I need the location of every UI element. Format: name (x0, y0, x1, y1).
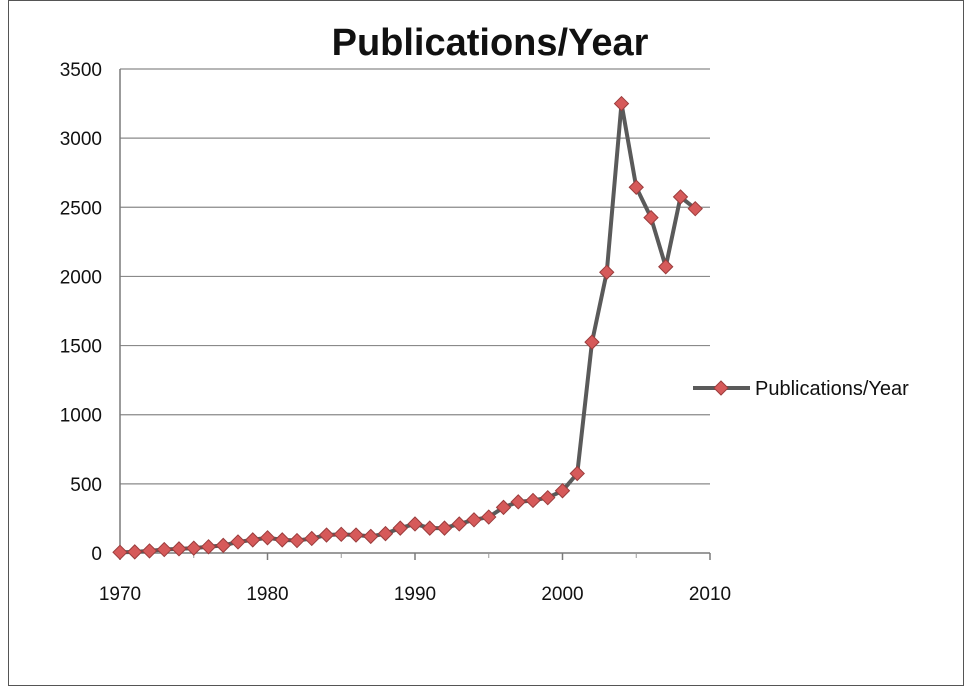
data-point-marker (658, 259, 674, 275)
data-point-marker (672, 189, 689, 205)
y-tick-labels: 0 500 1000 1500 2000 2500 3000 3500 (60, 60, 102, 565)
data-point-marker (215, 537, 231, 554)
data-point-marker (540, 489, 556, 506)
legend-marker (713, 380, 729, 396)
chart-title: Publications/Year (332, 22, 649, 64)
data-point-marker (495, 499, 512, 516)
x-tick-label: 1980 (246, 584, 288, 605)
series-line (119, 101, 697, 555)
data-point-marker (333, 526, 349, 543)
data-point-marker (274, 532, 290, 548)
data-point-marker (377, 525, 394, 542)
data-point-marker (127, 544, 143, 560)
data-point-marker (304, 530, 320, 547)
x-tick-label: 2000 (541, 584, 583, 605)
data-point-marker (613, 95, 630, 112)
data-point-marker (584, 334, 600, 350)
data-point-marker (687, 200, 703, 217)
y-tick-label: 1000 (60, 406, 102, 427)
x-tick-labels: 1970 1980 1990 2000 2010 (99, 584, 731, 605)
y-tick-label: 500 (70, 475, 102, 496)
x-tick-label: 2010 (689, 584, 731, 605)
data-point-marker (200, 539, 217, 555)
chart-frame (8, 0, 964, 686)
data-point-marker (643, 209, 659, 226)
data-point-marker (436, 520, 453, 536)
x-tick-label: 1990 (394, 584, 436, 605)
data-point-marker (186, 540, 202, 556)
axes (119, 69, 711, 560)
x-tick-label: 1970 (99, 584, 141, 605)
data-point-marker (171, 541, 187, 557)
data-point-marker (628, 179, 644, 195)
data-point-marker (481, 509, 497, 525)
y-tick-label: 1500 (60, 337, 102, 358)
data-point-marker (259, 530, 276, 546)
y-tick-label: 0 (91, 544, 102, 565)
gridlines (120, 68, 710, 485)
data-point-marker (451, 516, 467, 532)
data-point-marker (407, 516, 423, 532)
data-point-marker (392, 520, 408, 536)
legend: Publications/Year (693, 378, 909, 400)
data-point-marker (230, 534, 246, 550)
data-point-marker (348, 527, 364, 543)
data-point-marker (245, 532, 261, 548)
y-tick-label: 3000 (60, 129, 102, 150)
data-point-marker (510, 494, 526, 510)
y-tick-label: 2000 (60, 267, 102, 288)
data-point-marker (422, 520, 438, 536)
data-point-marker (466, 512, 482, 528)
data-point-marker (141, 543, 158, 559)
data-point-marker (599, 264, 615, 280)
y-tick-label: 2500 (60, 198, 102, 219)
data-point-marker (525, 492, 541, 509)
data-point-marker (569, 465, 585, 482)
data-point-marker (112, 544, 128, 561)
y-tick-label: 3500 (60, 60, 102, 81)
data-point-marker (363, 528, 379, 545)
data-point-marker (156, 541, 172, 558)
series-publications (112, 95, 703, 561)
data-point-marker (318, 527, 335, 543)
data-point-marker (289, 532, 305, 549)
legend-label: Publications/Year (755, 378, 909, 400)
data-point-marker (554, 483, 571, 499)
